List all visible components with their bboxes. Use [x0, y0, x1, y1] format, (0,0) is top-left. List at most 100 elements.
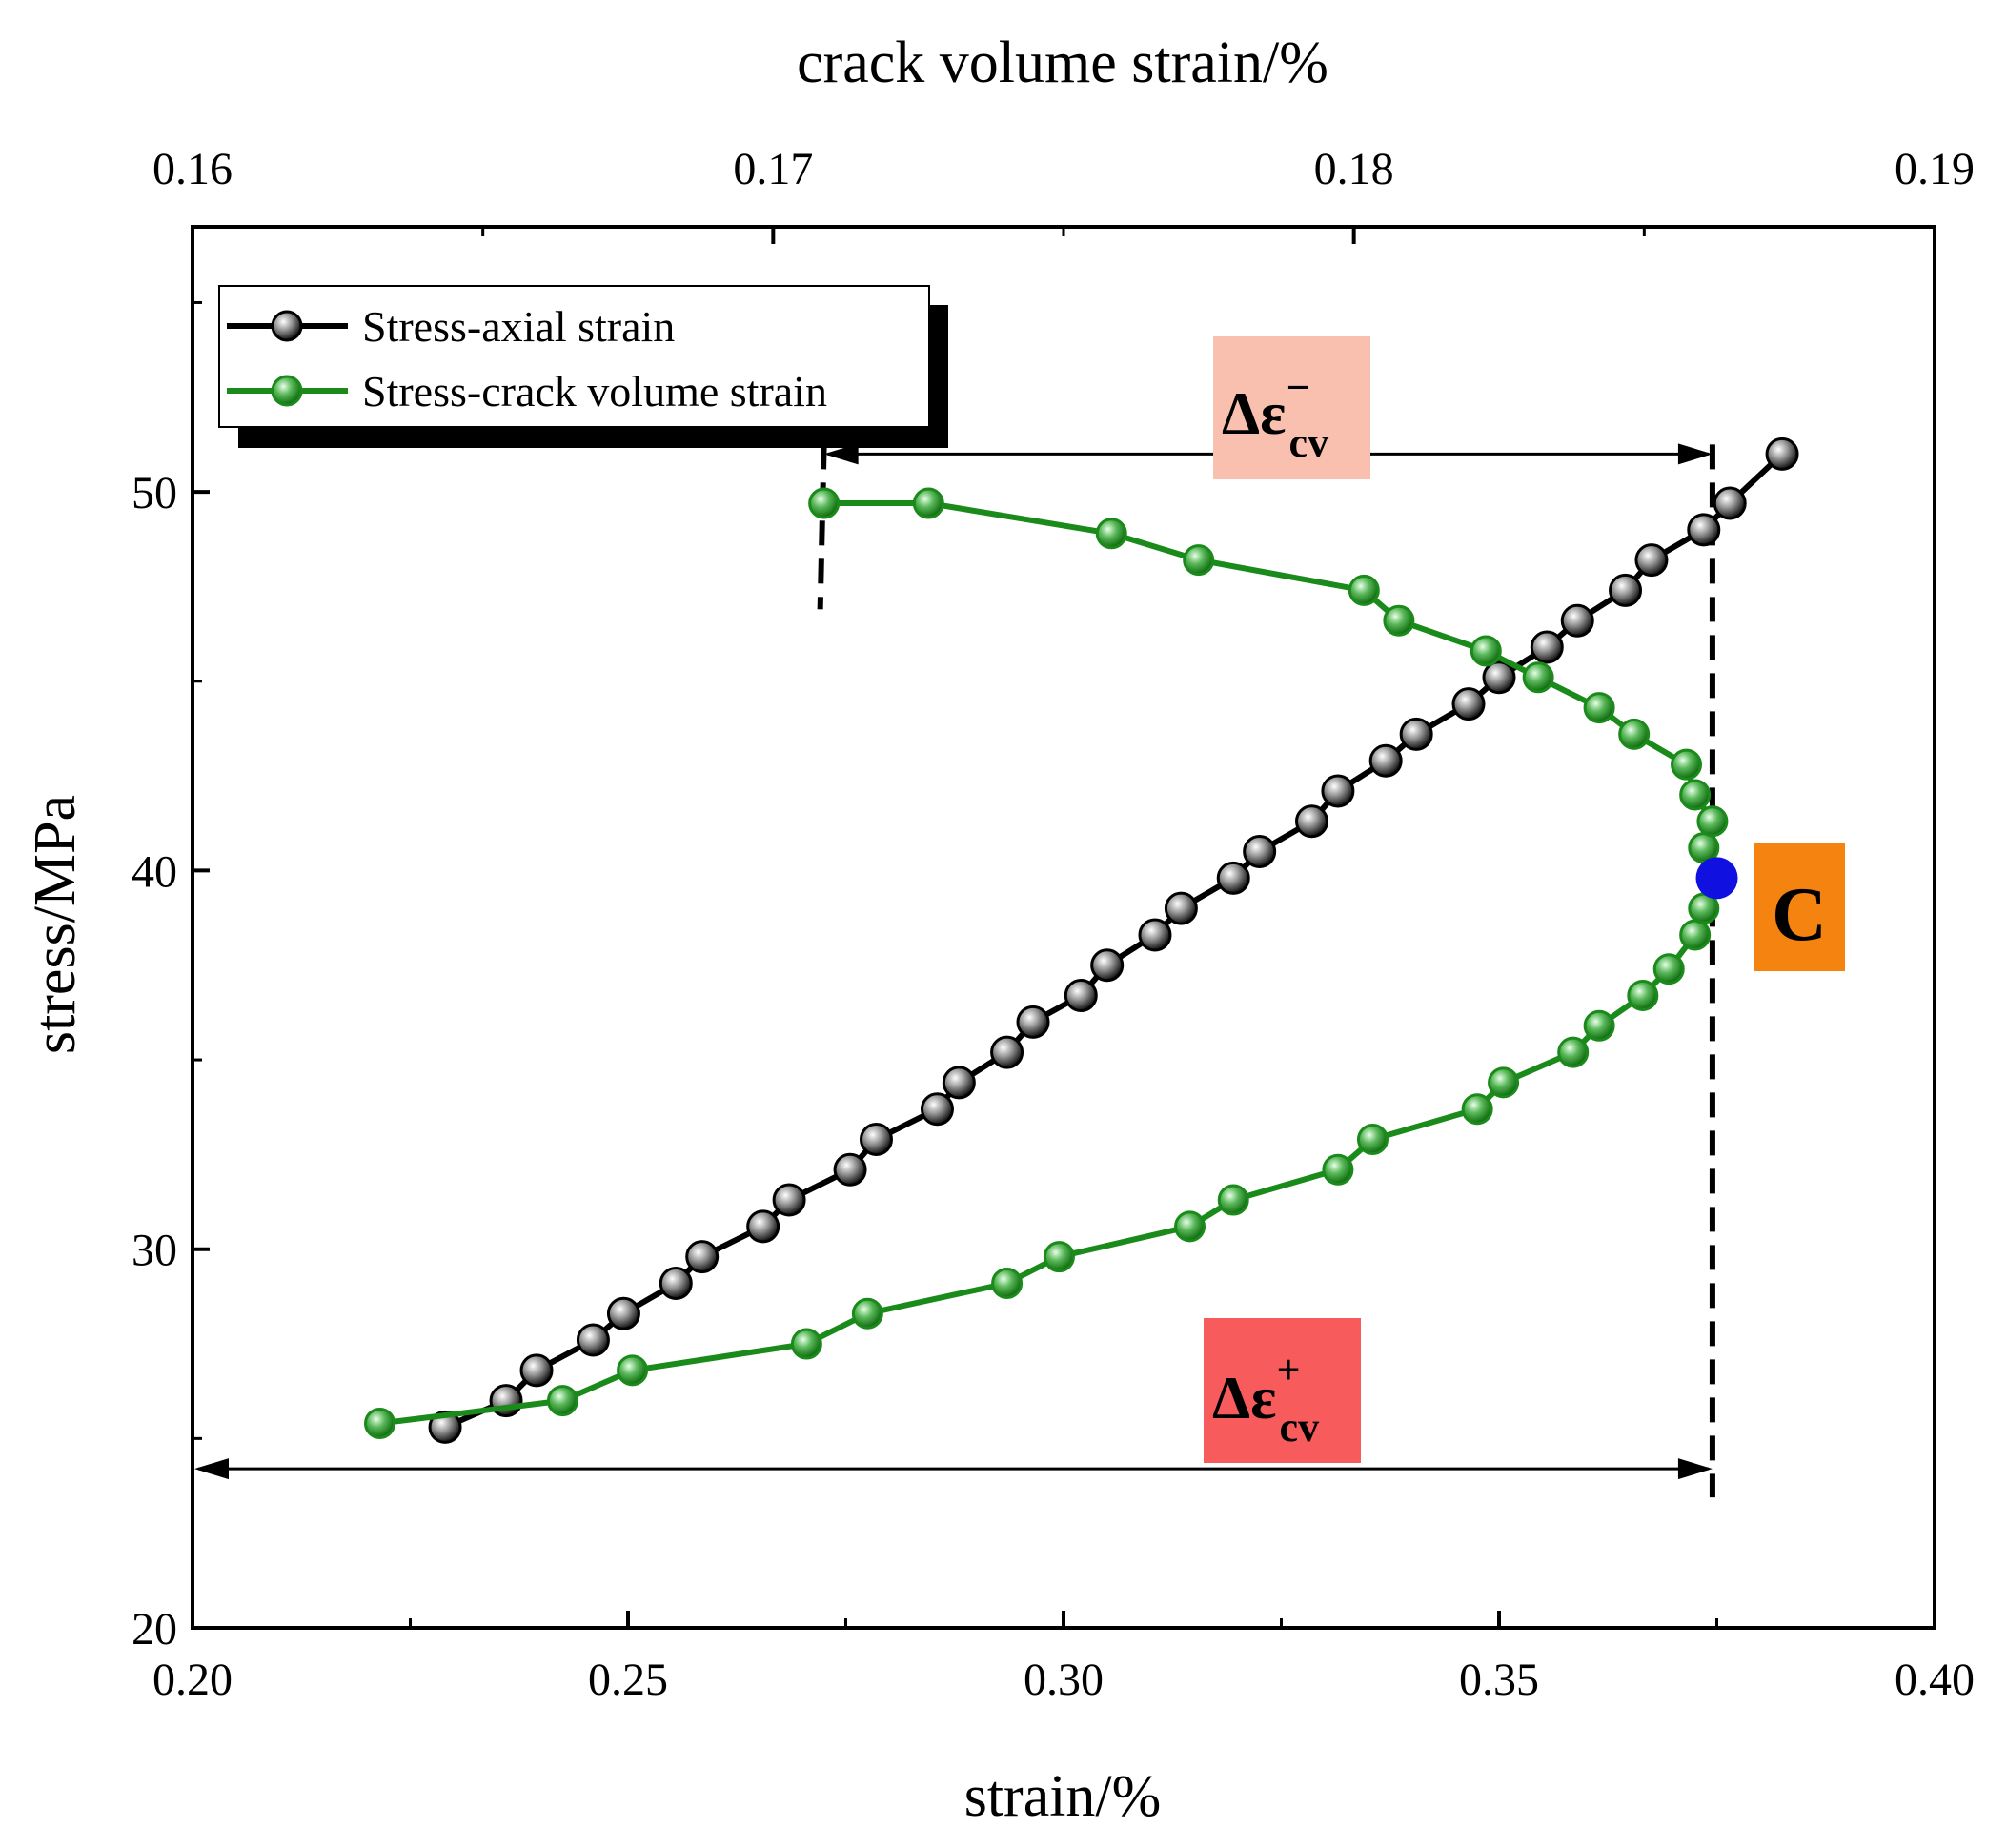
series-0-point-10	[859, 1122, 893, 1156]
series-1-point-31	[912, 487, 944, 519]
series-1-point-6	[1043, 1241, 1075, 1273]
delta-minus-arrow-head-right	[1677, 443, 1713, 465]
series-0-point-13	[990, 1035, 1024, 1069]
delta-plus-box	[1204, 1318, 1361, 1463]
legend-label-crack: Stress-crack volume strain	[362, 367, 827, 416]
series-1-point-7	[1174, 1210, 1206, 1243]
series-0-point-26	[1482, 660, 1516, 695]
legend-marker-axial	[271, 310, 303, 342]
series-1-point-28	[1348, 574, 1380, 606]
delta-plus-base: Δε	[1212, 1364, 1276, 1432]
y-tick-label-3: 50	[132, 468, 177, 518]
delta-plus-annotation: Δε+ cv	[1204, 1318, 1361, 1463]
series-0-point-28	[1560, 603, 1594, 638]
x2-axis-title: crack volume strain/%	[797, 30, 1328, 95]
series-1-point-30	[1095, 518, 1127, 550]
y-tick-label-2: 40	[132, 846, 177, 897]
y-axis-title: stress/MPa	[23, 795, 88, 1054]
y-tick-label-1: 30	[132, 1226, 177, 1276]
series-1-point-13	[1557, 1036, 1590, 1068]
series-1-point-14	[1583, 1009, 1615, 1042]
y-tick-label-0: 20	[132, 1604, 177, 1655]
delta-minus-box	[1213, 336, 1370, 479]
annotation-guides	[194, 443, 1715, 1498]
series-1-point-32	[808, 487, 841, 519]
point-c-label: C	[1772, 873, 1827, 957]
delta-minus-sub: cv	[1289, 419, 1329, 466]
series-1-point-10	[1356, 1123, 1389, 1155]
x-tick-label-3: 0.35	[1459, 1655, 1539, 1705]
series-0-point-2	[519, 1353, 554, 1388]
svg-text:Δε−cv: Δε− cv	[1222, 364, 1328, 466]
series-1-point-29	[1183, 544, 1215, 577]
point-c-label-box	[1754, 843, 1845, 971]
series-1-point-27	[1383, 604, 1415, 637]
delta-plus-arrow-head-left	[194, 1458, 229, 1480]
series-1-point-11	[1461, 1093, 1493, 1126]
x-tick-label-0: 0.20	[152, 1655, 233, 1705]
series-0-point-23	[1368, 743, 1403, 778]
x2-tick-label-1: 0.17	[733, 144, 813, 194]
x-axis-title: strain/%	[964, 1764, 1162, 1829]
x-tick-label-2: 0.30	[1024, 1655, 1104, 1705]
x2-tick-label-0: 0.16	[152, 144, 233, 194]
delta-plus-arrow-head-right	[1677, 1458, 1713, 1480]
series-0-point-16	[1090, 948, 1125, 983]
series-0-point-11	[920, 1092, 954, 1127]
series-1-point-1	[546, 1385, 578, 1417]
series-1-line	[379, 500, 1715, 1427]
series-0-point-3	[576, 1323, 610, 1357]
legend-item-axial: Stress-axial strain	[227, 302, 675, 351]
series-1-point-23	[1618, 718, 1651, 750]
delta-minus-annotation: Δε− cv	[1213, 336, 1370, 479]
series-1-point-22	[1671, 748, 1703, 781]
series-0-point-15	[1064, 979, 1098, 1013]
series-1-point-2	[617, 1354, 649, 1387]
x-tick-label-4: 0.40	[1895, 1655, 1975, 1705]
series-0-point-33	[1765, 437, 1799, 471]
series-1-point-26	[1470, 635, 1502, 667]
point-c-annotation: C	[1754, 843, 1845, 971]
legend-box	[218, 285, 930, 428]
series-1-point-0	[364, 1407, 396, 1439]
x2-tick-label-2: 0.18	[1314, 144, 1394, 194]
series-0-point-9	[833, 1152, 867, 1187]
series-1-point-8	[1217, 1184, 1249, 1216]
series-1-point-15	[1627, 980, 1659, 1012]
series-0-point-32	[1713, 486, 1747, 520]
series-0-point-25	[1451, 687, 1486, 721]
series-1-point-9	[1322, 1153, 1354, 1186]
series-1-point-24	[1583, 692, 1615, 724]
series-1-point-17	[1679, 919, 1712, 951]
series-0-point-21	[1294, 804, 1328, 839]
series-0-point-14	[1016, 1005, 1050, 1039]
delta-plus-sup: +	[1276, 1347, 1300, 1393]
legend: Stress-axial strain Stress-crack volume …	[218, 285, 948, 448]
point-c-marker	[1695, 857, 1738, 900]
series-1-point-4	[851, 1297, 883, 1330]
series-0-point-31	[1687, 513, 1721, 547]
legend-item-crack: Stress-crack volume strain	[227, 367, 827, 416]
svg-text:Δε+cv: Δε+ cv	[1212, 1347, 1319, 1451]
series-0-point-7	[746, 1209, 780, 1244]
series-0-point-17	[1138, 918, 1172, 952]
series-0-point-19	[1216, 861, 1250, 895]
series-0-point-18	[1164, 891, 1198, 925]
series-1-point-21	[1679, 779, 1712, 811]
delta-plus-sub: cv	[1280, 1404, 1320, 1451]
series-0-point-12	[942, 1066, 976, 1100]
series-1-point-25	[1522, 661, 1554, 694]
series-1-point-16	[1652, 953, 1685, 985]
series-1-point-5	[991, 1267, 1024, 1299]
series-1-point-3	[790, 1328, 822, 1360]
delta-minus-arrow-head-left	[823, 443, 859, 465]
series-1-point-12	[1488, 1066, 1520, 1099]
series-1-point-20	[1696, 805, 1729, 838]
series-0-point-20	[1243, 835, 1277, 869]
legend-label-axial: Stress-axial strain	[362, 302, 675, 351]
legend-marker-crack	[271, 375, 303, 407]
left-dashed-guide	[817, 444, 827, 610]
series-0-point-22	[1321, 774, 1355, 808]
x2-tick-label-3: 0.19	[1895, 144, 1975, 194]
